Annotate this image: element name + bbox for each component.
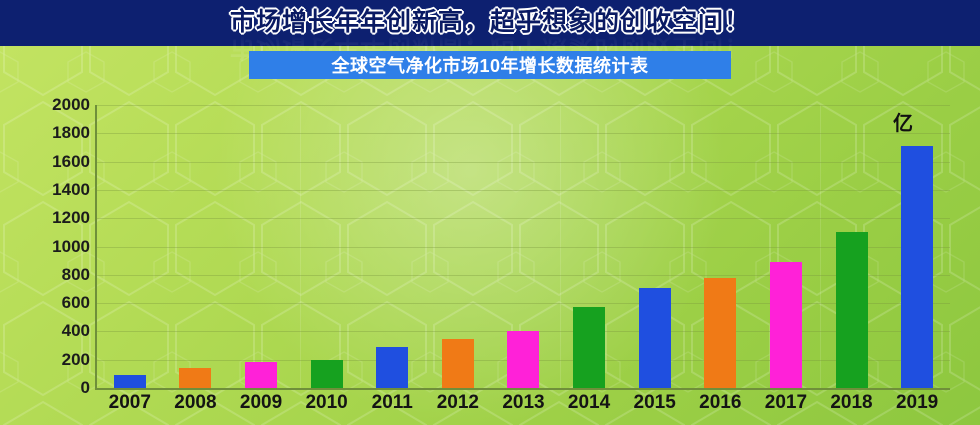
x-axis-tick-label: 2010 [305, 392, 348, 413]
x-axis-tick-label: 2012 [436, 392, 479, 413]
bar [769, 262, 802, 388]
bar-cell [294, 105, 360, 388]
y-axis-tick-label: 600 [61, 293, 90, 313]
y-axis-labels: 0 200 400 600 800 1000 1200 1400 1600 1800 2000 [10, 95, 90, 397]
gridline [97, 105, 950, 106]
y-axis-tick-label: 2000 [52, 95, 90, 114]
bar [901, 146, 934, 388]
bar-cell [359, 105, 425, 388]
bar [376, 346, 409, 388]
gridline [97, 161, 950, 163]
bar-cell [556, 105, 622, 388]
bar [835, 232, 868, 388]
x-axis-tick-label: 2008 [174, 392, 217, 413]
page-title: 市场增长年年创新高，超乎想象的创收空间！ [229, 8, 750, 36]
y-axis-tick-label: 200 [61, 349, 90, 369]
x-axis-tick-label: 2007 [108, 392, 151, 413]
bar-cell [491, 105, 557, 388]
gridline [97, 133, 950, 135]
bar [441, 339, 474, 388]
x-axis-tick-label: 2017 [764, 392, 808, 413]
bar-cell [687, 105, 753, 388]
y-axis-tick-label: 1000 [52, 236, 90, 256]
bar [573, 306, 606, 388]
bar-cell [425, 105, 491, 388]
y-axis-tick-label: 0 [80, 378, 90, 397]
y-axis-tick-label: 1400 [52, 179, 90, 199]
x-axis-tick-label: 2013 [502, 392, 545, 413]
gridline [97, 274, 950, 276]
bar-cell [228, 105, 294, 388]
x-axis-tick-label: 2019 [895, 392, 939, 413]
bar-cell [819, 105, 885, 388]
x-axis-tick-label: 2014 [567, 392, 611, 413]
x-axis-tick-label: 2015 [633, 392, 676, 413]
y-axis-tick-label: 1200 [52, 208, 90, 228]
bar [179, 368, 212, 388]
x-axis-tick-label: 2009 [239, 392, 283, 413]
x-axis-labels: 2007 2008 2009 2010 2011 2012 2013 2014 2015 2016… [97, 392, 950, 422]
y-unit-label: 亿 [893, 113, 913, 135]
bar [310, 359, 343, 388]
bar [638, 288, 671, 388]
gridline [97, 303, 950, 305]
y-axis-tick-label: 800 [61, 264, 90, 284]
y-axis-tick-label: 1600 [52, 151, 90, 171]
bar-cell [622, 105, 688, 388]
bar [113, 375, 146, 388]
y-axis-tick-label: 1800 [52, 123, 90, 143]
bar-cell [97, 105, 163, 388]
header-band [0, 0, 980, 46]
y-axis-tick-label: 400 [61, 321, 90, 341]
gridline [97, 218, 950, 220]
gridline [97, 246, 950, 248]
chart-subtitle: 全球空气净化市场10年增长数据统计表 [249, 51, 731, 79]
x-axis-tick-label: 2016 [699, 392, 742, 413]
bar-cell [163, 105, 229, 388]
bar-cell [884, 105, 950, 388]
x-axis-tick-label: 2011 [371, 392, 413, 413]
bar [704, 277, 737, 388]
bar-series [97, 105, 950, 388]
bar [507, 331, 540, 388]
bar-cell [753, 105, 819, 388]
x-axis-tick-label: 2018 [830, 392, 873, 413]
gridline [97, 189, 950, 191]
bar [245, 361, 278, 388]
